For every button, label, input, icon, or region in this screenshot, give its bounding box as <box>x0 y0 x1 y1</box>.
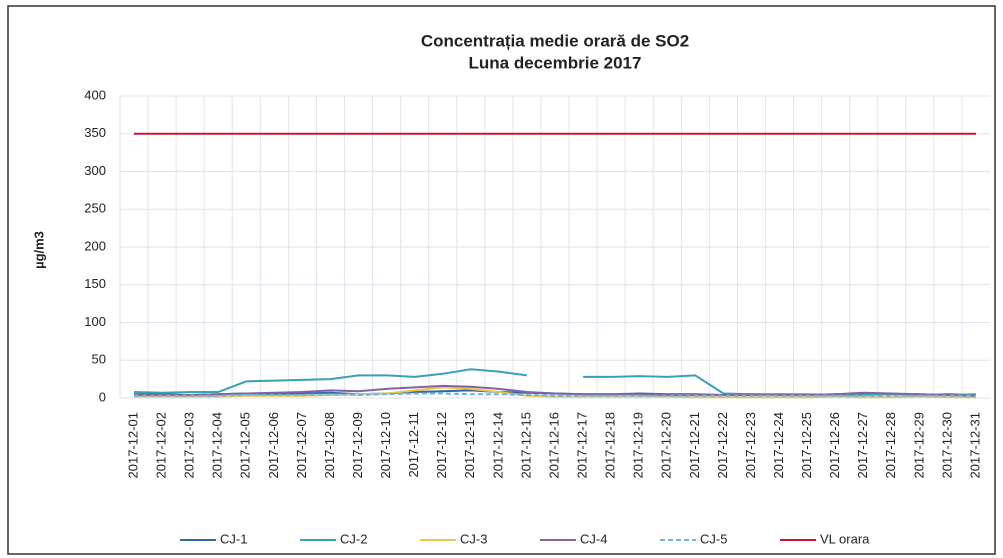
legend-label: CJ-1 <box>220 531 247 546</box>
y-tick-label: 250 <box>84 201 106 216</box>
x-tick-label: 2017-12-11 <box>406 412 421 478</box>
series-line <box>134 392 976 397</box>
legend-label: VL orara <box>820 531 870 546</box>
x-tick-label: 2017-12-21 <box>687 412 702 479</box>
x-tick-label: 2017-12-29 <box>911 412 926 479</box>
x-tick-label: 2017-12-04 <box>210 412 225 479</box>
y-tick-label: 350 <box>84 125 106 140</box>
x-tick-label: 2017-12-28 <box>883 412 898 479</box>
chart-subtitle: Luna decembrie 2017 <box>469 53 642 72</box>
x-tick-label: 2017-12-22 <box>715 412 730 479</box>
y-tick-label: 300 <box>84 163 106 178</box>
y-tick-label: 100 <box>84 314 106 329</box>
x-tick-label: 2017-12-13 <box>462 412 477 479</box>
x-tick-label: 2017-12-12 <box>434 412 449 479</box>
x-tick-label: 2017-12-01 <box>125 412 140 479</box>
x-tick-label: 2017-12-08 <box>322 412 337 479</box>
x-tick-label: 2017-12-24 <box>771 412 786 479</box>
y-axis-label: µg/m3 <box>31 231 46 269</box>
x-tick-label: 2017-12-17 <box>575 412 590 479</box>
x-tick-label: 2017-12-10 <box>378 412 393 479</box>
x-tick-label: 2017-12-09 <box>350 412 365 479</box>
legend-label: CJ-4 <box>580 531 607 546</box>
legend-label: CJ-2 <box>340 531 367 546</box>
x-tick-label: 2017-12-05 <box>238 412 253 479</box>
chart-frame <box>7 5 996 555</box>
x-tick-label: 2017-12-31 <box>967 412 982 479</box>
series-line <box>134 384 977 397</box>
x-tick-label: 2017-12-15 <box>518 412 533 479</box>
chart-title: Concentrația medie orară de SO2 <box>421 31 689 50</box>
x-tick-label: 2017-12-25 <box>799 412 814 479</box>
legend-label: CJ-3 <box>460 531 487 546</box>
x-tick-label: 2017-12-16 <box>546 412 561 479</box>
y-tick-label: 0 <box>99 389 106 404</box>
x-tick-label: 2017-12-02 <box>154 412 169 479</box>
x-tick-label: 2017-12-14 <box>490 412 505 479</box>
x-tick-label: 2017-12-20 <box>659 412 674 479</box>
x-tick-label: 2017-12-26 <box>827 412 842 479</box>
x-tick-label: 2017-12-27 <box>855 412 870 479</box>
y-tick-label: 50 <box>92 352 106 367</box>
y-tick-label: 400 <box>84 87 106 102</box>
x-tick-label: 2017-12-18 <box>603 412 618 479</box>
legend-label: CJ-5 <box>700 531 727 546</box>
x-tick-label: 2017-12-07 <box>294 412 309 479</box>
y-tick-label: 150 <box>84 276 106 291</box>
x-tick-label: 2017-12-06 <box>266 412 281 479</box>
y-tick-label: 200 <box>84 238 106 253</box>
x-tick-label: 2017-12-23 <box>743 412 758 479</box>
x-tick-label: 2017-12-03 <box>182 412 197 479</box>
x-tick-label: 2017-12-30 <box>939 412 954 479</box>
x-tick-label: 2017-12-19 <box>631 412 646 479</box>
